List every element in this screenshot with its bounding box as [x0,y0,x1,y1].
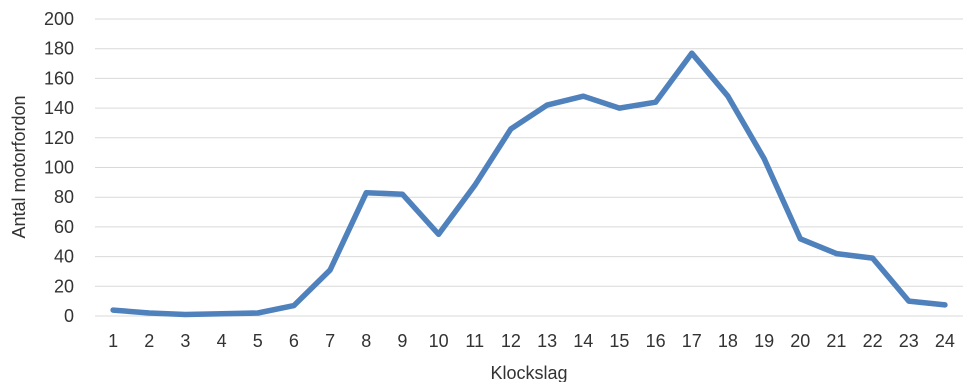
data-point [291,303,297,309]
x-tick-label: 23 [899,331,919,351]
x-axis-title: Klockslag [490,363,567,382]
data-point [906,298,912,304]
data-point [544,102,550,108]
y-tick-label: 180 [44,39,74,59]
data-point [110,307,116,313]
series-line [110,50,948,318]
x-tick-label: 7 [325,331,335,351]
data-point [689,50,695,56]
x-tick-label: 14 [573,331,593,351]
y-tick-label: 140 [44,98,74,118]
x-tick-label: 8 [361,331,371,351]
data-point [616,105,622,111]
y-axis-title: Antal motorfordon [9,95,29,238]
y-tick-label: 100 [44,158,74,178]
x-tick-label: 13 [537,331,557,351]
data-point [219,311,225,317]
x-tick-label: 2 [144,331,154,351]
data-point [363,190,369,196]
x-tick-label: 12 [501,331,521,351]
data-point [942,302,948,308]
x-tick-label: 16 [646,331,666,351]
data-point [508,126,514,132]
data-point [653,99,659,105]
x-tick-label: 10 [429,331,449,351]
gridlines [95,18,963,317]
x-tick-label: 22 [863,331,883,351]
x-tick-label: 4 [217,331,227,351]
y-tick-label: 80 [54,187,74,207]
x-tick-label: 5 [253,331,263,351]
data-point [327,267,333,273]
data-point [870,255,876,261]
y-tick-label: 60 [54,217,74,237]
data-point [255,310,261,316]
x-tick-label: 17 [682,331,702,351]
x-tick-label: 1 [108,331,118,351]
series-group [110,50,948,318]
x-tick-label: 20 [790,331,810,351]
x-tick-label: 21 [826,331,846,351]
y-axis-ticks: 0 20 40 60 80 100 120 140 160 180 200 [44,9,74,326]
data-point [436,231,442,237]
data-point [580,93,586,99]
data-point [761,156,767,162]
data-point [833,251,839,257]
x-tick-label: 18 [718,331,738,351]
x-tick-label: 24 [935,331,955,351]
x-tick-label: 6 [289,331,299,351]
data-point [725,93,731,99]
data-point [472,182,478,188]
x-tick-label: 15 [609,331,629,351]
x-tick-label: 11 [465,331,484,351]
y-tick-label: 160 [44,68,74,88]
data-point [182,312,188,318]
x-tick-label: 9 [397,331,407,351]
y-tick-label: 40 [54,247,74,267]
data-point [399,191,405,197]
x-axis-ticks: 1 2 3 4 5 6 7 8 9 10 11 12 13 14 15 16 17 18 19 20 21 22 23 24 [108,331,955,351]
x-tick-label: 3 [180,331,190,351]
data-point [146,310,152,316]
data-point [797,236,803,242]
y-tick-label: 200 [44,9,74,29]
y-tick-label: 0 [64,306,74,326]
y-tick-label: 20 [54,276,74,296]
x-tick-label: 19 [754,331,774,351]
y-tick-label: 120 [44,128,74,148]
